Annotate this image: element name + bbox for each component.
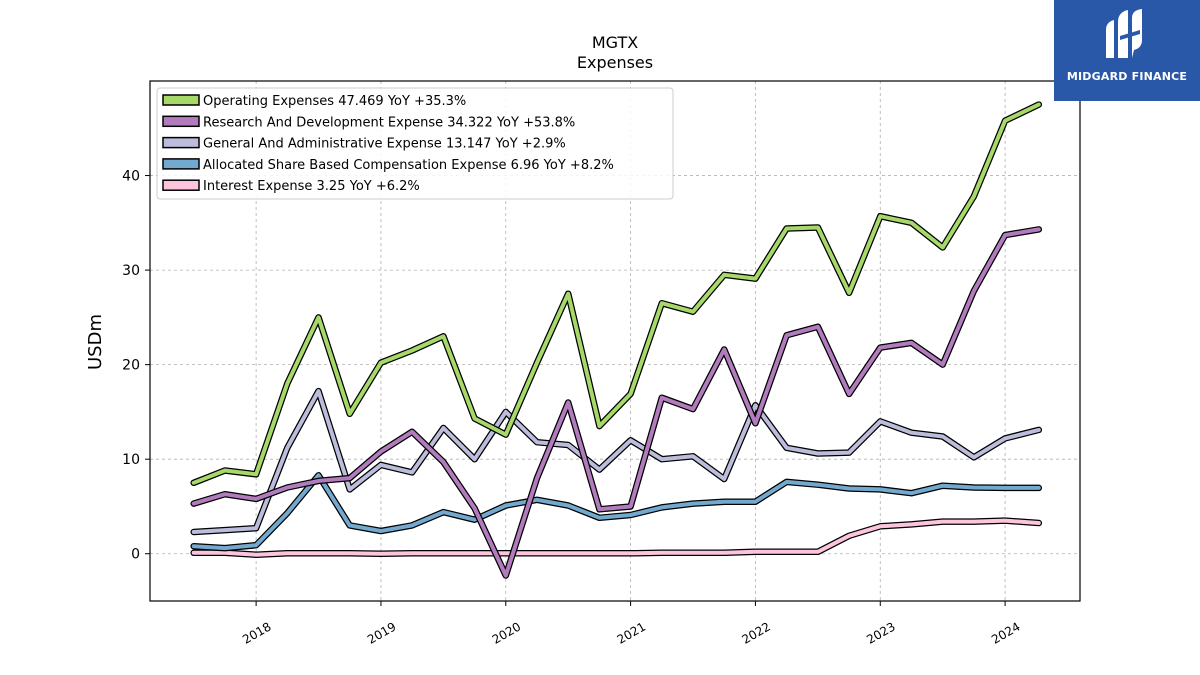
legend-swatch-general-and-administrative-expense: [162, 136, 200, 149]
x-tick-label: 2020: [490, 619, 523, 646]
y-tick-label: 10: [122, 452, 140, 468]
chart-subtitle: Expenses: [577, 53, 653, 72]
legend-box: [156, 87, 674, 200]
chart-title: MGTX: [592, 33, 638, 52]
legend-label-general-and-administrative-expense: General And Administrative Expense 13.14…: [203, 137, 566, 152]
x-tick-label: 2024: [989, 619, 1022, 646]
series-line-research-and-development-expense: [191, 227, 1041, 578]
x-tick-label: 2023: [864, 619, 897, 646]
series-line-operating-expenses: [191, 102, 1041, 485]
y-tick-label: 30: [122, 263, 140, 279]
midgard-logo-icon: [1106, 9, 1142, 58]
plot-area-frame: [149, 80, 1081, 602]
brand-name: MIDGARD FINANCE: [1066, 70, 1188, 83]
y-tick-label: 20: [122, 358, 140, 374]
y-tick-label: 40: [122, 169, 140, 185]
x-tick-label: 2018: [240, 619, 273, 646]
legend-label-allocated-share-based-compensation-expense: Allocated Share Based Compensation Expen…: [203, 158, 614, 173]
legend-swatch-operating-expenses: [162, 94, 200, 106]
x-tick-label: 2021: [615, 619, 648, 646]
legend-label-research-and-development-expense: Research And Development Expense 34.322 …: [203, 115, 575, 130]
legend-swatch-research-and-development-expense: [162, 115, 200, 128]
legend: Operating Expenses 47.469 YoY +35.3% Rese…: [156, 87, 674, 200]
x-tick-label: 2022: [739, 619, 772, 646]
legend-swatch-interest-expense: [162, 179, 200, 191]
legend-swatch-allocated-share-based-compensation-expense: [162, 158, 200, 170]
series-lines: [190, 101, 1043, 579]
series-line-interest-expense: [191, 518, 1041, 557]
series-outline-allocated-share-based-compensation-expense: [190, 472, 1043, 552]
legend-label-operating-expenses: Operating Expenses 47.469 YoY +35.3%: [203, 94, 466, 109]
x-tick-label: 2019: [365, 619, 398, 646]
brand-logo: MIDGARD FINANCE: [1054, 0, 1200, 101]
legend-label-interest-expense: Interest Expense 3.25 YoY +6.2%: [203, 179, 420, 194]
series-line-general-and-administrative-expense: [191, 389, 1041, 534]
series-line-allocated-share-based-compensation-expense: [191, 473, 1041, 551]
y-axis-label: USDm: [85, 314, 106, 370]
y-tick-label: 0: [131, 547, 140, 563]
